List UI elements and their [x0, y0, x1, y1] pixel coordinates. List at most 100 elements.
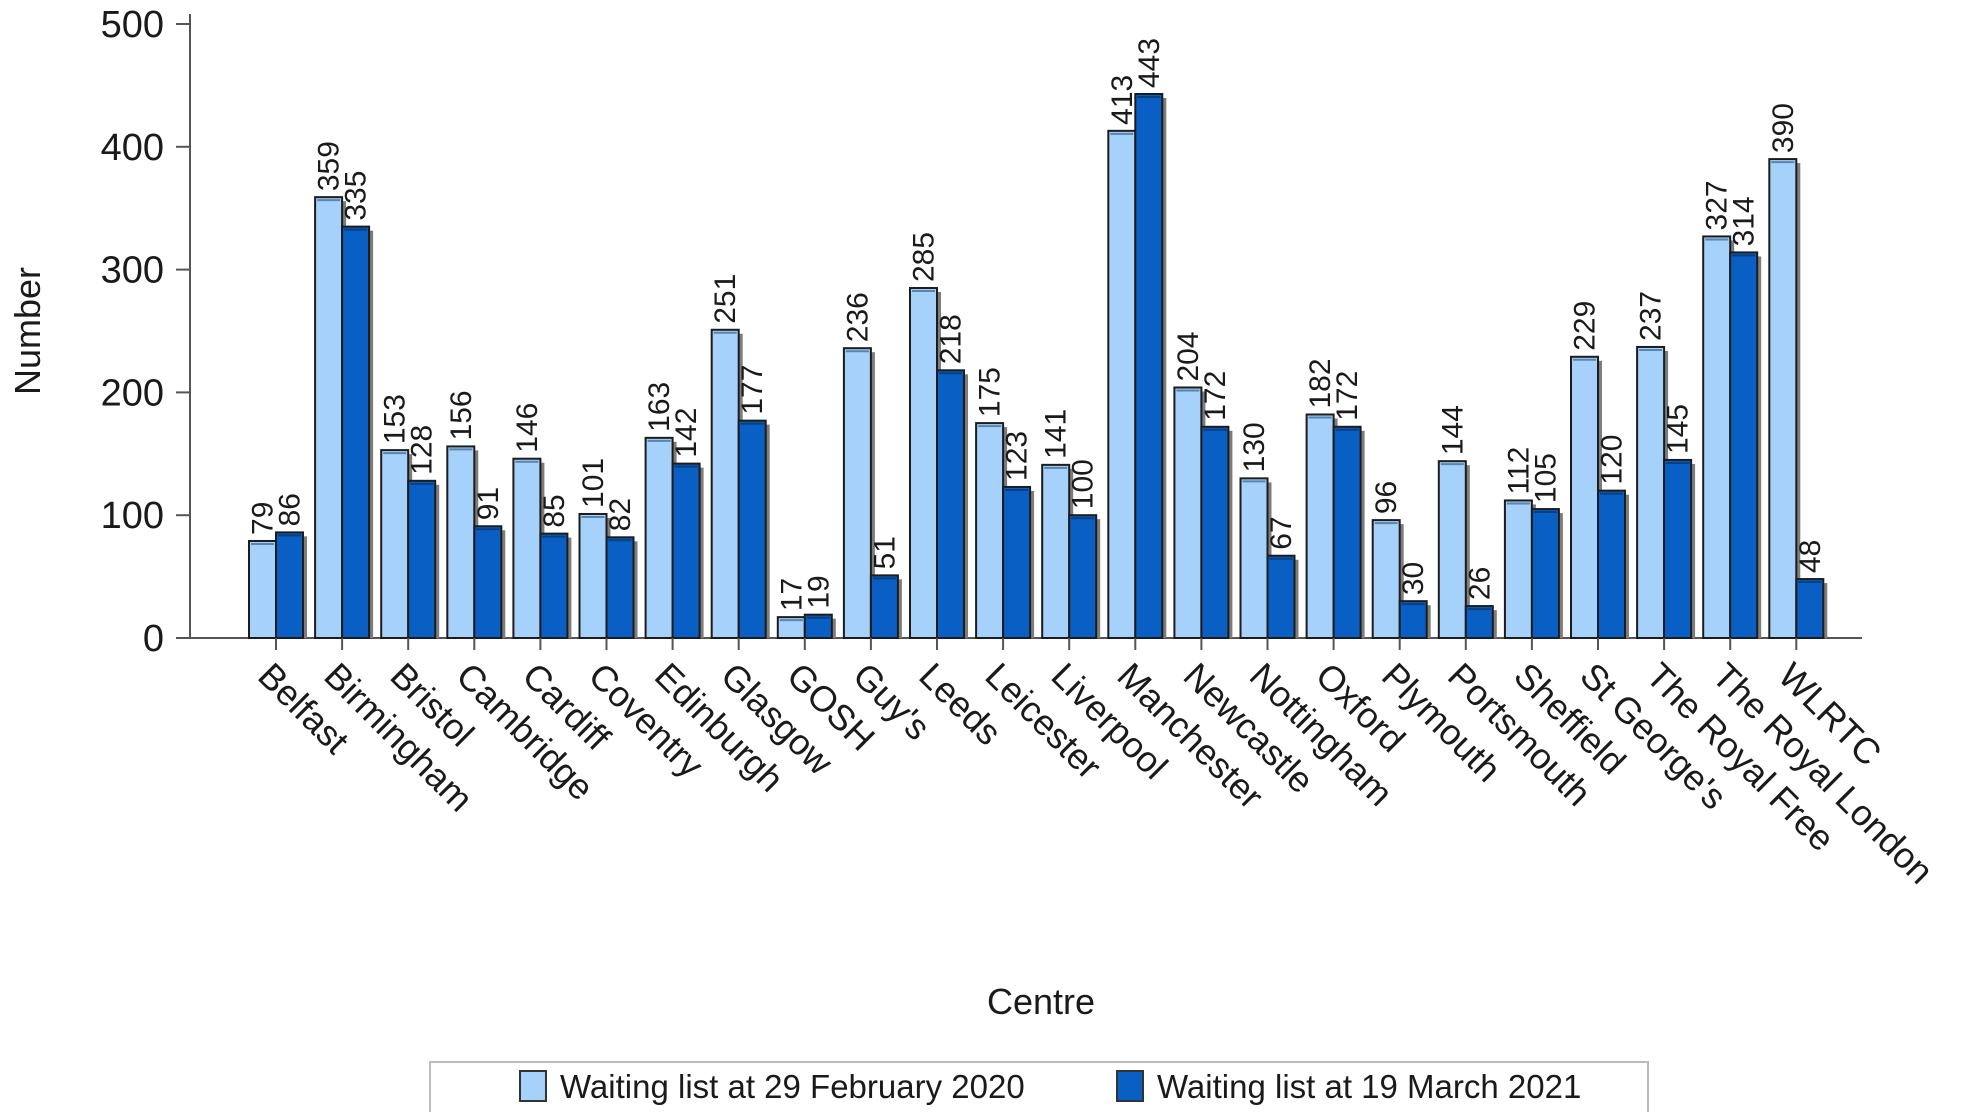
- bar-2021: [1398, 600, 1428, 639]
- bar-2020: [1239, 477, 1269, 639]
- legend-label-2020: Waiting list at 29 February 2020: [560, 1068, 1025, 1105]
- x-axis-ticks: BelfastBirminghamBristolCambridgeCardiff…: [250, 638, 1942, 892]
- bar-2021: [936, 369, 965, 639]
- bar-2020: [1371, 519, 1401, 639]
- bar-2021: [341, 225, 371, 639]
- data-label: 79: [247, 502, 280, 535]
- data-label: 26: [1463, 567, 1496, 600]
- data-label: 141: [1040, 409, 1073, 459]
- data-label: 105: [1529, 453, 1562, 503]
- bar-2020: [314, 196, 344, 639]
- bar-2020: [1041, 463, 1071, 639]
- data-label: 142: [670, 408, 703, 458]
- data-label: 251: [709, 274, 742, 324]
- data-label: 17: [775, 578, 808, 611]
- bar-2021: [605, 536, 635, 640]
- bar-2021: [1729, 251, 1759, 640]
- bar-2021: [671, 462, 701, 639]
- bar-2021: [869, 574, 899, 640]
- y-tick-label: 200: [101, 372, 164, 414]
- data-label: 443: [1133, 38, 1166, 88]
- bar-2021: [407, 479, 437, 640]
- bar-2021: [1464, 605, 1494, 640]
- y-tick-label: 300: [101, 250, 164, 292]
- data-label: 30: [1397, 562, 1430, 595]
- bar-2021: [1795, 578, 1825, 640]
- y-tick-label: 500: [101, 4, 164, 46]
- data-label: 172: [1331, 371, 1364, 421]
- data-label: 96: [1370, 481, 1403, 514]
- bar-2020: [1437, 460, 1467, 639]
- bar-2020: [644, 436, 674, 639]
- y-axis-title: Number: [7, 267, 48, 395]
- y-tick-label: 0: [143, 618, 164, 660]
- bar-2020: [975, 422, 1005, 639]
- bar-2021: [1200, 425, 1230, 639]
- bar-2021: [1068, 514, 1098, 640]
- data-label: 335: [340, 171, 373, 221]
- x-axis-title: Centre: [987, 981, 1095, 1022]
- data-label: 123: [1001, 431, 1034, 481]
- bar-2020: [512, 457, 542, 639]
- bar-2020: [710, 328, 740, 639]
- data-label: 314: [1728, 196, 1761, 246]
- bar-2020: [248, 539, 277, 639]
- data-label: 86: [274, 493, 307, 526]
- data-label: 85: [538, 494, 571, 527]
- data-label: 144: [1436, 405, 1469, 455]
- bar-2021: [803, 613, 833, 640]
- bar-2020: [1305, 413, 1335, 639]
- bar-2021: [275, 531, 304, 640]
- data-label: 153: [379, 394, 412, 444]
- bar-2021: [1332, 425, 1362, 639]
- data-label: 145: [1662, 404, 1695, 454]
- bar-2020: [1702, 235, 1732, 639]
- y-tick-label: 100: [101, 495, 164, 537]
- data-label: 91: [472, 487, 505, 520]
- bar-2021: [1266, 554, 1296, 639]
- data-label: 236: [841, 292, 874, 342]
- bar-2021: [1002, 485, 1032, 639]
- legend-swatch-2021: [1116, 1070, 1144, 1102]
- data-label: 163: [643, 382, 676, 432]
- data-label: 237: [1635, 291, 1668, 341]
- data-label: 172: [1199, 371, 1232, 421]
- bar-2020: [842, 347, 872, 639]
- data-label: 51: [868, 536, 901, 569]
- bar-2021: [737, 419, 767, 640]
- legend: Waiting list at 29 February 2020 Waiting…: [429, 1061, 1649, 1117]
- data-label: 19: [802, 575, 835, 608]
- data-label: 218: [935, 314, 968, 364]
- data-label: 175: [974, 367, 1007, 417]
- data-label: 390: [1767, 103, 1800, 153]
- bar-2021: [539, 532, 569, 639]
- data-label: 101: [577, 458, 610, 508]
- legend-swatch-2020: [519, 1070, 547, 1102]
- data-label: 177: [736, 365, 769, 415]
- data-label: 130: [1238, 422, 1271, 472]
- data-label: 229: [1569, 301, 1602, 351]
- data-label: 285: [908, 232, 941, 282]
- bar-2021: [473, 525, 503, 640]
- data-label: 67: [1265, 516, 1298, 549]
- data-label: 204: [1172, 331, 1205, 381]
- data-label: 112: [1502, 447, 1535, 495]
- legend-box: [429, 1061, 1649, 1117]
- bar-2021: [1597, 489, 1626, 640]
- data-label: 359: [313, 141, 346, 191]
- bar-2020: [1768, 158, 1798, 640]
- legend-label-2021: Waiting list at 19 March 2021: [1157, 1068, 1581, 1105]
- bar-2020: [1503, 499, 1533, 639]
- bar-2020: [578, 512, 608, 639]
- bar-2020: [909, 287, 938, 639]
- data-label: 146: [511, 403, 544, 453]
- data-label: 413: [1106, 75, 1139, 125]
- data-label: 182: [1304, 358, 1337, 408]
- data-label: 82: [604, 498, 637, 531]
- data-label: 327: [1701, 180, 1734, 230]
- bar-2020: [446, 445, 476, 639]
- bar-2020: [380, 449, 410, 639]
